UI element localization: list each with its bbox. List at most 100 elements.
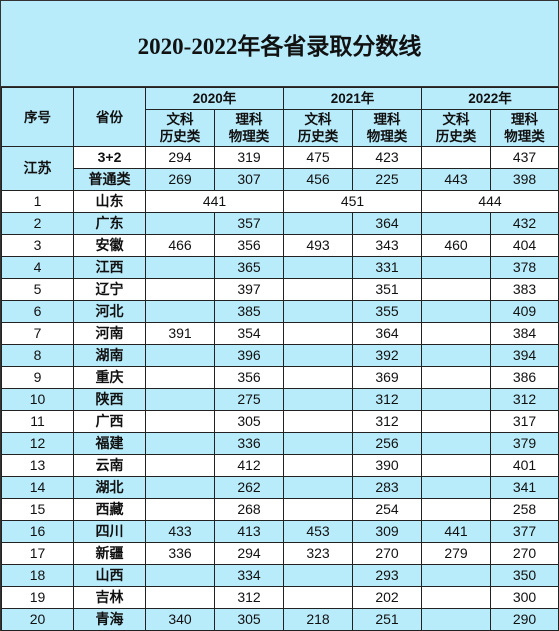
province-cell: 湖南 <box>73 344 146 367</box>
province-cell: 云南 <box>73 454 146 477</box>
header-province: 省份 <box>73 87 146 147</box>
table-row: 13 云南 412 390 401 <box>1 454 559 477</box>
score-cell <box>421 256 492 279</box>
score-cell: 312 <box>352 388 423 411</box>
score-cell <box>283 454 354 477</box>
score-cell <box>283 586 354 609</box>
score-cell: 357 <box>213 212 285 235</box>
seq-cell: 8 <box>1 344 74 367</box>
score-cell: 262 <box>213 476 285 499</box>
header-arts-0: 文科 历史类 <box>145 109 215 147</box>
score-cell: 423 <box>352 146 423 169</box>
province-cell: 江西 <box>73 256 146 279</box>
province-cell: 辽宁 <box>73 278 146 301</box>
header-science-line1: 理科 <box>235 112 263 127</box>
table-row: 17 新疆 336 294 323 270 279 270 <box>1 542 559 565</box>
score-cell: 409 <box>490 300 559 323</box>
score-cell <box>145 564 215 587</box>
score-cell: 309 <box>352 520 423 543</box>
score-cell: 394 <box>490 344 559 367</box>
score-cell <box>421 586 492 609</box>
province-cell: 广东 <box>73 212 146 235</box>
table-row: 16 四川 433 413 453 309 441 377 <box>1 520 559 543</box>
seq-cell: 16 <box>1 520 74 543</box>
table-row: 20 青海 340 305 218 251 290 <box>1 608 559 631</box>
score-cell: 369 <box>352 366 423 389</box>
score-cell: 270 <box>490 542 559 565</box>
merged-score-cell: 444 <box>421 190 559 213</box>
table-row: 6 河北 385 355 409 <box>1 300 559 323</box>
header-year-2021: 2021年 <box>283 87 423 110</box>
table-row: 9 重庆 356 369 386 <box>1 366 559 389</box>
score-cell <box>421 366 492 389</box>
table-row: 11 广西 305 312 317 <box>1 410 559 433</box>
table-row: 12 福建 336 256 379 <box>1 432 559 455</box>
province-cell: 广西 <box>73 410 146 433</box>
score-cell: 256 <box>352 432 423 455</box>
score-cell: 441 <box>421 520 492 543</box>
header-science-0: 理科 物理类 <box>213 109 285 147</box>
score-cell: 364 <box>352 322 423 345</box>
score-cell <box>283 564 354 587</box>
province-cell: 西藏 <box>73 498 146 521</box>
table-row: 7 河南 391 354 364 384 <box>1 322 559 345</box>
score-cell <box>421 476 492 499</box>
score-cell: 283 <box>352 476 423 499</box>
score-cell <box>283 410 354 433</box>
score-cell: 386 <box>490 366 559 389</box>
score-cell <box>283 388 354 411</box>
score-cell: 312 <box>213 586 285 609</box>
score-cell: 294 <box>213 542 285 565</box>
score-cell: 377 <box>490 520 559 543</box>
score-cell <box>421 454 492 477</box>
seq-cell: 15 <box>1 498 74 521</box>
score-cell: 379 <box>490 432 559 455</box>
score-cell: 397 <box>213 278 285 301</box>
score-cell <box>421 146 492 169</box>
header-arts-line2: 历史类 <box>297 129 339 144</box>
score-cell: 433 <box>145 520 215 543</box>
score-cell: 466 <box>145 234 215 257</box>
score-cell <box>421 322 492 345</box>
score-cell: 336 <box>213 432 285 455</box>
score-cell: 305 <box>213 410 285 433</box>
table-row: 10 陕西 275 312 312 <box>1 388 559 411</box>
seq-cell: 17 <box>1 542 74 565</box>
score-cell <box>421 388 492 411</box>
province-cell: 福建 <box>73 432 146 455</box>
score-cell: 312 <box>352 410 423 433</box>
score-cell <box>145 300 215 323</box>
score-cell: 351 <box>352 278 423 301</box>
score-cell <box>283 300 354 323</box>
seq-cell: 1 <box>1 190 74 213</box>
score-cell: 323 <box>283 542 354 565</box>
score-cell: 437 <box>490 146 559 169</box>
score-cell: 290 <box>490 608 559 631</box>
table-row: 1 山东 441 451 444 <box>1 190 559 213</box>
score-cell: 453 <box>283 520 354 543</box>
score-cell: 364 <box>352 212 423 235</box>
score-cell <box>145 256 215 279</box>
province-cell: 山西 <box>73 564 146 587</box>
score-cell: 350 <box>490 564 559 587</box>
header-arts-line1: 文科 <box>442 112 470 127</box>
table-row: 江苏 3+2 294 319 475 423 437 <box>1 146 559 191</box>
score-cell <box>283 322 354 345</box>
score-cell <box>421 212 492 235</box>
header-science-line1: 理科 <box>373 112 401 127</box>
header-science-line1: 理科 <box>511 112 539 127</box>
score-cell: 356 <box>213 234 285 257</box>
score-cell: 300 <box>490 586 559 609</box>
province-cell: 河南 <box>73 322 146 345</box>
table-row: 8 湖南 396 392 394 <box>1 344 559 367</box>
province-cell: 新疆 <box>73 542 146 565</box>
header-arts-line1: 文科 <box>304 112 332 127</box>
province-cell: 河北 <box>73 300 146 323</box>
score-cell: 475 <box>283 146 354 169</box>
score-cell: 413 <box>213 520 285 543</box>
seq-cell: 3 <box>1 234 74 257</box>
score-cell: 354 <box>213 322 285 345</box>
score-cell <box>421 432 492 455</box>
score-cell: 269 <box>145 168 215 191</box>
score-cell: 275 <box>213 388 285 411</box>
